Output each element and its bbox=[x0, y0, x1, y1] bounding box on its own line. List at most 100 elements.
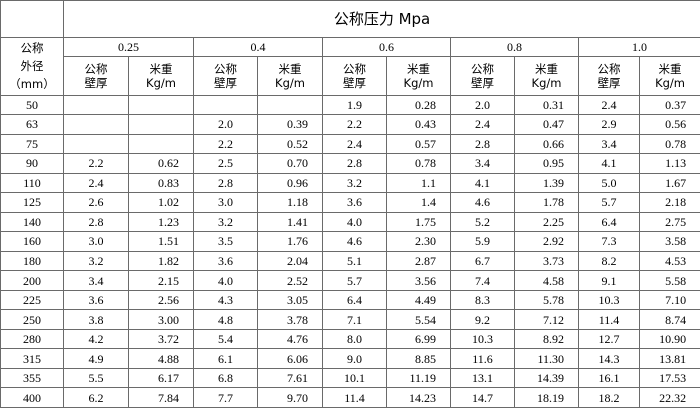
value-cell: 4.2 bbox=[63, 328, 129, 350]
data-row: 315 4.9 4.88 6.1 6.06 9.0 8.85 11.6 11.30 14.3 13.… bbox=[0, 348, 700, 369]
value-cell: 2.9 bbox=[578, 114, 640, 135]
value-cell: 10.1 bbox=[322, 367, 387, 389]
size-cell: 400 bbox=[0, 387, 64, 408]
subheader: 米重 Kg/m bbox=[257, 56, 323, 96]
value-cell: 2.2 bbox=[322, 114, 387, 135]
title-row: 公称压力 Mpa bbox=[0, 0, 700, 39]
value-cell: 8.2 bbox=[578, 250, 640, 272]
value-cell: 8.0 bbox=[322, 328, 387, 350]
data-row: 280 4.2 3.72 5.4 4.76 8.0 6.99 10.3 8.92 12.7 10.9… bbox=[0, 328, 700, 350]
value-cell: 2.25 bbox=[514, 211, 579, 233]
data-row: 110 2.4 0.83 2.8 0.96 3.2 1.1 4.1 1.39 5.0 1.67 bbox=[0, 172, 700, 194]
value-cell: 2.30 bbox=[386, 231, 451, 252]
value-cell: 1.02 bbox=[128, 192, 194, 213]
data-row: 225 3.6 2.56 4.3 3.05 6.4 4.49 8.3 5.78 10.3 7.10 bbox=[0, 289, 700, 311]
empty-cell bbox=[128, 133, 194, 155]
value-cell: 6.8 bbox=[193, 367, 258, 389]
pressure-header: 0.4 bbox=[193, 37, 323, 58]
size-label: 公称 外径 （mm） bbox=[0, 37, 64, 96]
value-cell: 7.12 bbox=[514, 309, 579, 330]
value-cell: 0.52 bbox=[257, 133, 323, 155]
value-cell: 5.54 bbox=[386, 309, 451, 330]
value-cell: 3.00 bbox=[128, 309, 194, 330]
value-cell: 2.2 bbox=[193, 133, 258, 155]
subheader-line: Kg/m bbox=[531, 76, 562, 90]
value-cell: 5.2 bbox=[450, 211, 515, 233]
value-cell: 10.3 bbox=[578, 289, 640, 311]
value-cell: 2.75 bbox=[638, 211, 700, 233]
value-cell: 3.0 bbox=[63, 231, 129, 252]
value-cell: 4.0 bbox=[193, 270, 258, 291]
subheader-line: Kg/m bbox=[146, 76, 176, 90]
size-cell: 160 bbox=[0, 231, 64, 252]
subheader-line: 米重 bbox=[658, 62, 682, 76]
value-cell: 3.56 bbox=[386, 270, 451, 291]
value-cell: 0.83 bbox=[128, 172, 194, 194]
pressure-header: 0.25 bbox=[63, 37, 194, 58]
data-row: 355 5.5 6.17 6.8 7.61 10.1 11.19 13.1 14.39 16.1 1… bbox=[0, 367, 700, 389]
subheader-line: 壁厚 bbox=[471, 76, 494, 90]
value-cell: 3.2 bbox=[193, 211, 258, 233]
value-cell: 18.2 bbox=[578, 387, 640, 408]
value-cell: 6.17 bbox=[128, 367, 194, 389]
size-cell: 315 bbox=[0, 348, 64, 369]
value-cell: 0.57 bbox=[386, 133, 451, 155]
subheader-line: 公称 bbox=[597, 62, 621, 76]
value-cell: 2.4 bbox=[322, 133, 387, 155]
data-row: 400 6.2 7.84 7.7 9.70 11.4 14.23 14.7 18.19 18.2 2… bbox=[0, 387, 700, 408]
value-cell: 9.70 bbox=[257, 387, 323, 408]
value-cell: 1.82 bbox=[128, 250, 194, 272]
subheader-line: Kg/m bbox=[655, 76, 685, 90]
subheader: 米重 Kg/m bbox=[386, 56, 451, 96]
value-cell: 2.6 bbox=[63, 192, 129, 213]
subheader-line: 米重 bbox=[278, 62, 302, 76]
value-cell: 3.72 bbox=[128, 328, 194, 350]
value-cell: 2.8 bbox=[322, 153, 387, 174]
value-cell: 1.13 bbox=[638, 153, 700, 174]
value-cell: 3.6 bbox=[322, 192, 387, 213]
value-cell: 10.3 bbox=[450, 328, 515, 350]
value-cell: 14.3 bbox=[578, 348, 640, 369]
subheader: 米重 Kg/m bbox=[514, 56, 579, 96]
value-cell: 3.0 bbox=[193, 192, 258, 213]
value-cell: 0.43 bbox=[386, 114, 451, 135]
value-cell: 0.78 bbox=[638, 133, 700, 155]
value-cell: 8.85 bbox=[386, 348, 451, 369]
value-cell: 9.0 bbox=[322, 348, 387, 369]
value-cell: 4.6 bbox=[450, 192, 515, 213]
value-cell: 2.8 bbox=[63, 211, 129, 233]
value-cell: 8.92 bbox=[514, 328, 579, 350]
value-cell: 2.92 bbox=[514, 231, 579, 252]
value-cell: 3.2 bbox=[63, 250, 129, 272]
subheader: 公称 壁厚 bbox=[322, 56, 387, 96]
size-cell: 50 bbox=[0, 94, 64, 116]
subheader-line: Kg/m bbox=[403, 76, 434, 90]
value-cell: 1.1 bbox=[386, 172, 451, 194]
value-cell: 4.88 bbox=[128, 348, 194, 369]
value-cell: 7.4 bbox=[450, 270, 515, 291]
value-cell: 6.1 bbox=[193, 348, 258, 369]
subheader: 公称 壁厚 bbox=[193, 56, 258, 96]
value-cell: 16.1 bbox=[578, 367, 640, 389]
empty-cell bbox=[257, 94, 323, 116]
value-cell: 6.4 bbox=[578, 211, 640, 233]
value-cell: 3.2 bbox=[322, 172, 387, 194]
data-row: 180 3.2 1.82 3.6 2.04 5.1 2.87 6.7 3.73 8.2 4.53 bbox=[0, 250, 700, 272]
size-label-line: 公称 bbox=[20, 41, 44, 56]
value-cell: 5.7 bbox=[322, 270, 387, 291]
subheader-line: 公称 bbox=[471, 62, 494, 76]
size-cell: 75 bbox=[0, 133, 64, 155]
empty-cell bbox=[63, 114, 129, 135]
value-cell: 2.56 bbox=[128, 289, 194, 311]
data-row: 50 1.9 0.28 2.0 0.31 2.4 0.37 bbox=[0, 94, 700, 116]
value-cell: 2.8 bbox=[450, 133, 515, 155]
value-cell: 7.7 bbox=[193, 387, 258, 408]
value-cell: 4.53 bbox=[638, 250, 700, 272]
value-cell: 0.66 bbox=[514, 133, 579, 155]
value-cell: 7.1 bbox=[322, 309, 387, 330]
value-cell: 7.84 bbox=[128, 387, 194, 408]
value-cell: 0.96 bbox=[257, 172, 323, 194]
size-cell: 355 bbox=[0, 367, 64, 389]
value-cell: 5.4 bbox=[193, 328, 258, 350]
